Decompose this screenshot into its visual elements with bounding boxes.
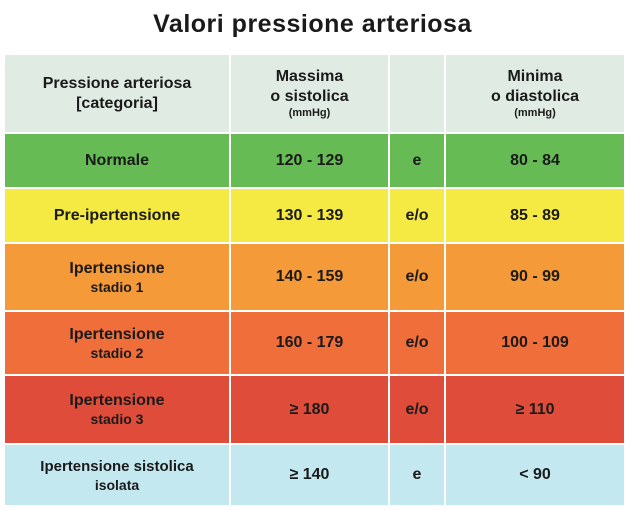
header-diastolic-line1: Minima bbox=[507, 68, 563, 85]
header-systolic-line1: Massima bbox=[275, 68, 344, 85]
category-cell: Normale bbox=[5, 133, 231, 189]
category-subname: stadio 1 bbox=[90, 278, 144, 295]
header-diastolic-line2: o diastolica bbox=[490, 88, 580, 105]
header-diastolic-unit: (mmHg) bbox=[514, 107, 556, 119]
header-category: Pressione arteriosa [categoria] bbox=[5, 55, 231, 134]
systolic-cell: 140 - 159 bbox=[229, 243, 390, 312]
table-row-stadio-2: Ipertensione stadio 2 160 - 179 e/o 100 … bbox=[5, 311, 624, 376]
category-name: Ipertensione sistolica bbox=[40, 457, 194, 475]
category-subname: isolata bbox=[94, 476, 140, 493]
table-row-pre-ipertensione: Pre-ipertensione 130 - 139 e/o 85 - 89 bbox=[5, 188, 624, 244]
systolic-cell: ≥ 180 bbox=[229, 375, 390, 445]
category-subname: stadio 3 bbox=[90, 411, 144, 427]
header-category-line1: Pressione arteriosa bbox=[42, 74, 192, 92]
category-cell: Ipertensione sistolica isolata bbox=[5, 444, 231, 505]
header-conjunction bbox=[388, 55, 446, 134]
page-title: Valori pressione arteriosa bbox=[153, 10, 472, 38]
category-name: Ipertensione bbox=[69, 325, 165, 343]
category-name: Ipertensione bbox=[69, 392, 165, 409]
table-row-stadio-3: Ipertensione stadio 3 ≥ 180 e/o ≥ 110 bbox=[5, 375, 624, 445]
category-cell: Ipertensione stadio 3 bbox=[5, 375, 231, 445]
blood-pressure-table: Pressione arteriosa [categoria] Massima … bbox=[5, 55, 624, 505]
header-diastolic: Minima o diastolica (mmHg) bbox=[444, 55, 624, 134]
category-name: Pre-ipertensione bbox=[53, 206, 181, 224]
systolic-cell: 160 - 179 bbox=[229, 311, 390, 376]
diastolic-cell: ≥ 110 bbox=[444, 375, 624, 445]
systolic-cell: 130 - 139 bbox=[229, 188, 390, 244]
category-cell: Ipertensione stadio 2 bbox=[5, 311, 231, 376]
table-row-stadio-1: Ipertensione stadio 1 140 - 159 e/o 90 -… bbox=[5, 243, 624, 312]
category-name: Normale bbox=[84, 151, 150, 169]
systolic-cell: ≥ 140 bbox=[229, 444, 390, 505]
conjunction-cell: e bbox=[388, 444, 446, 505]
diastolic-cell: 85 - 89 bbox=[444, 188, 624, 244]
header-category-line2: [categoria] bbox=[76, 94, 158, 112]
table-row-normale: Normale 120 - 129 e 80 - 84 bbox=[5, 133, 624, 189]
conjunction-cell: e/o bbox=[388, 375, 446, 445]
diastolic-cell: < 90 bbox=[444, 444, 624, 505]
conjunction-cell: e bbox=[388, 133, 446, 189]
conjunction-cell: e/o bbox=[388, 188, 446, 244]
systolic-cell: 120 - 129 bbox=[229, 133, 390, 189]
header-systolic-unit: (mmHg) bbox=[288, 107, 331, 119]
header-systolic: Massima o sistolica (mmHg) bbox=[229, 55, 390, 134]
category-cell: Ipertensione stadio 1 bbox=[5, 243, 231, 312]
table-header-row: Pressione arteriosa [categoria] Massima … bbox=[5, 55, 624, 134]
conjunction-cell: e/o bbox=[388, 311, 446, 376]
category-cell: Pre-ipertensione bbox=[5, 188, 231, 244]
diastolic-cell: 90 - 99 bbox=[444, 243, 624, 312]
header-systolic-line2: o sistolica bbox=[270, 88, 349, 105]
category-name: Ipertensione bbox=[69, 259, 165, 277]
conjunction-cell: e/o bbox=[388, 243, 446, 312]
diastolic-cell: 100 - 109 bbox=[444, 311, 624, 376]
category-subname: stadio 2 bbox=[90, 344, 144, 361]
diastolic-cell: 80 - 84 bbox=[444, 133, 624, 189]
table-row-sistolica-isolata: Ipertensione sistolica isolata ≥ 140 e <… bbox=[5, 444, 624, 505]
